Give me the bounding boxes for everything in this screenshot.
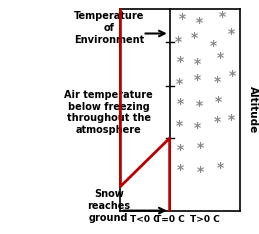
Text: *: * — [194, 57, 201, 71]
Text: *: * — [214, 75, 221, 89]
Text: *: * — [176, 119, 183, 133]
Text: *: * — [196, 16, 203, 30]
Text: T>0 C: T>0 C — [190, 215, 219, 224]
Text: *: * — [177, 143, 184, 157]
Text: *: * — [177, 55, 184, 69]
Text: *: * — [219, 10, 226, 24]
Text: *: * — [197, 141, 204, 155]
Text: *: * — [215, 95, 222, 109]
Text: Snow
reaches
ground: Snow reaches ground — [87, 189, 130, 223]
Text: *: * — [210, 39, 217, 53]
Text: Altitude: Altitude — [248, 86, 257, 134]
Text: *: * — [176, 77, 183, 91]
Text: *: * — [197, 165, 204, 179]
Text: Temperature
of
Environment: Temperature of Environment — [74, 11, 144, 45]
Text: Air temperature
below freezing
throughout the
atmosphere: Air temperature below freezing throughou… — [64, 90, 153, 135]
Text: *: * — [191, 30, 198, 44]
Text: *: * — [228, 26, 235, 40]
Text: *: * — [217, 51, 224, 65]
Text: *: * — [228, 113, 235, 127]
Text: *: * — [177, 163, 184, 177]
Text: *: * — [194, 121, 201, 135]
Text: T=0 C: T=0 C — [155, 215, 184, 224]
Text: *: * — [194, 73, 201, 87]
Text: *: * — [177, 97, 184, 111]
Text: *: * — [217, 161, 224, 175]
Text: *: * — [196, 99, 203, 113]
Text: *: * — [179, 12, 186, 26]
Text: *: * — [175, 35, 182, 49]
Text: T<0 C: T<0 C — [130, 215, 160, 224]
Text: *: * — [214, 115, 221, 129]
Text: *: * — [229, 69, 236, 83]
